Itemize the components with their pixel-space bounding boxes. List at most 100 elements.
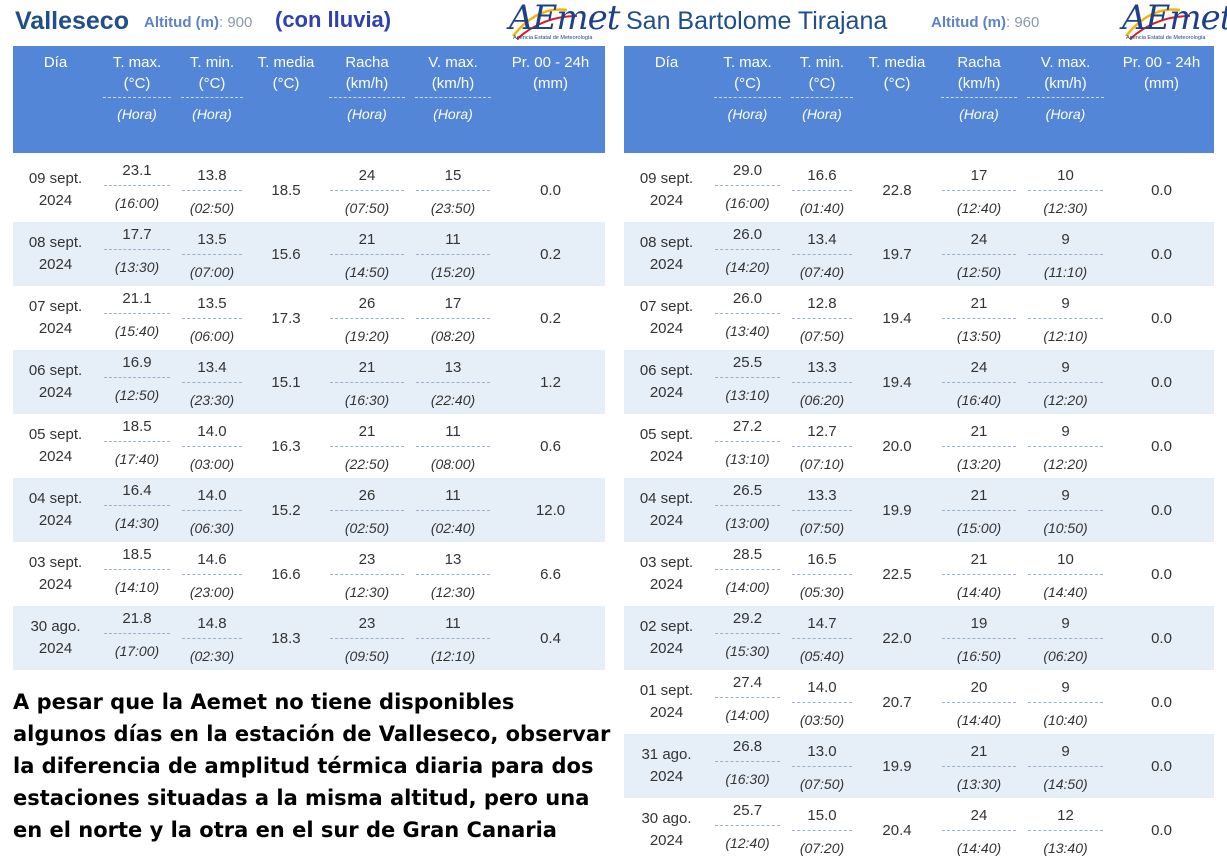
cell-racha: 24 (12:50) [936, 222, 1022, 286]
cell-tmax: 26.0 (14:20) [709, 222, 786, 286]
cell-racha: 17 (12:40) [936, 158, 1022, 222]
cell-pr: 1.2 [496, 350, 605, 414]
cell-dia: 06 sept. 2024 [624, 350, 709, 414]
cell-tmax: 27.2 (13:10) [709, 414, 786, 478]
cell-tmedia: 17.3 [248, 286, 324, 350]
cell-dia: 07 sept. 2024 [624, 286, 709, 350]
cell-pr: 0.0 [1109, 542, 1214, 606]
logo-subtitle: Agencia Estatal de Meteorología [1126, 35, 1206, 41]
cell-tmin: 13.5 (07:00) [176, 222, 248, 286]
cell-tmax: 26.0 (13:40) [709, 286, 786, 350]
cell-racha: 24 (14:40) [936, 798, 1022, 862]
cell-racha: 21 (15:00) [936, 478, 1022, 542]
cell-pr: 0.0 [1109, 478, 1214, 542]
aemet-logo: AEmet Agencia Estatal de Meteorología [1120, 0, 1227, 46]
cell-tmin: 13.8 (02:50) [176, 158, 248, 222]
header-racha: Racha (km/h) [324, 46, 410, 99]
cell-pr: 0.0 [1109, 158, 1214, 222]
cell-tmax: 21.1 (15:40) [98, 286, 176, 350]
cell-dia: 04 sept. 2024 [624, 478, 709, 542]
cell-racha: 21 (16:30) [324, 350, 410, 414]
table-row: 07 sept. 2024 26.0 (13:40) 12.8 (07:50) 19.4 21… [624, 286, 1214, 350]
table-row: 03 sept. 2024 18.5 (14:10) 14.6 (23:00) 16.6 23… [13, 542, 605, 606]
cell-vmax: 13 (22:40) [410, 350, 496, 414]
cell-dia: 31 ago. 2024 [624, 734, 709, 798]
cell-tmin: 14.0 (06:30) [176, 478, 248, 542]
cell-racha: 21 (14:40) [936, 542, 1022, 606]
cell-vmax: 9 (14:50) [1022, 734, 1109, 798]
cell-vmax: 11 (12:10) [410, 606, 496, 670]
cell-pr: 12.0 [496, 478, 605, 542]
san-bartolome-title-row: San Bartolome Tirajana Altitud (m): 960 … [624, 0, 1227, 46]
header-tmin: T. min. (°C) [786, 46, 858, 99]
cell-racha: 21 (13:20) [936, 414, 1022, 478]
header-racha: Racha (km/h) [936, 46, 1022, 99]
cell-tmax: 16.9 (12:50) [98, 350, 176, 414]
table-row: 04 sept. 2024 26.5 (13:00) 13.3 (07:50) 19.9 21… [624, 478, 1214, 542]
header-hora: (Hora) [709, 99, 786, 153]
table-row: 31 ago. 2024 26.8 (16:30) 13.0 (07:50) 19.9 21(… [624, 734, 1214, 798]
cell-tmedia: 20.0 [858, 414, 936, 478]
cell-racha: 24 (16:40) [936, 350, 1022, 414]
table-row: 30 ago. 2024 21.8 (17:00) 14.8 (02:30) 18.3 23(… [13, 606, 605, 670]
cell-vmax: 9 (11:10) [1022, 222, 1109, 286]
table-row: 05 sept. 2024 18.5 (17:40) 14.0 (03:00) 16.3 21… [13, 414, 605, 478]
cell-vmax: 9 (10:40) [1022, 670, 1109, 734]
aemet-logo: AEmet Agencia Estatal de Meteorología [507, 0, 620, 46]
header-dia: Día [13, 46, 98, 99]
cell-tmedia: 18.5 [248, 158, 324, 222]
cell-pr: 0.0 [1109, 670, 1214, 734]
cell-tmin: 16.6 (01:40) [786, 158, 858, 222]
table-row: 08 sept. 2024 26.0 (14:20) 13.4 (07:40) 19.7 24… [624, 222, 1214, 286]
cell-tmin: 14.7 (05:40) [786, 606, 858, 670]
altitud-label: Altitud (m) [144, 14, 219, 31]
cell-tmin: 14.0 (03:50) [786, 670, 858, 734]
cell-tmax: 17.7 (13:30) [98, 222, 176, 286]
cell-racha: 23 (09:50) [324, 606, 410, 670]
table-row: 09 sept. 2024 29.0 (16:00) 16.6 (01:40) 22.8 17… [624, 158, 1214, 222]
cell-vmax: 9 (10:50) [1022, 478, 1109, 542]
table-row: 01 sept. 2024 27.4 (14:00) 14.0 (03:50) 20.7 20… [624, 670, 1214, 734]
cell-tmin: 15.0 (07:20) [786, 798, 858, 862]
cell-dia: 05 sept. 2024 [13, 414, 98, 478]
cell-dia: 30 ago. 2024 [624, 798, 709, 862]
logo-subtitle: Agencia Estatal de Meteorología [513, 35, 593, 41]
cell-racha: 19 (16:50) [936, 606, 1022, 670]
cell-tmax: 26.5 (13:00) [709, 478, 786, 542]
cell-pr: 0.2 [496, 222, 605, 286]
altitud-value: : 900 [218, 14, 253, 31]
cell-racha: 21 (14:50) [324, 222, 410, 286]
logo-text: AEmet [509, 0, 620, 38]
station-name: San Bartolome Tirajana [626, 7, 888, 35]
cell-pr: 6.6 [496, 542, 605, 606]
table-row: 08 sept. 2024 17.7 (13:30) 13.5 (07:00) 15.6 21… [13, 222, 605, 286]
cell-pr: 0.6 [496, 414, 605, 478]
table-row: 05 sept. 2024 27.2 (13:10) 12.7 (07:10) 20.0 21… [624, 414, 1214, 478]
table-row: 09 sept. 2024 23.1 (16:00) 13.8 (02:50) 18.5 24… [13, 158, 605, 222]
cell-tmedia: 16.6 [248, 542, 324, 606]
header-tmedia: T. media (°C) [248, 46, 324, 99]
cell-tmin: 13.3 (07:50) [786, 478, 858, 542]
cell-tmin: 12.7 (07:10) [786, 414, 858, 478]
cell-dia: 06 sept. 2024 [13, 350, 98, 414]
header-vmax: V. max. (km/h) [1022, 46, 1109, 99]
cell-vmax: 10 (12:30) [1022, 158, 1109, 222]
cell-pr: 0.4 [496, 606, 605, 670]
cell-racha: 20 (14:40) [936, 670, 1022, 734]
cell-racha: 24 (07:50) [324, 158, 410, 222]
header-hora: (Hora) [324, 99, 410, 153]
table-row: 06 sept. 2024 16.9 (12:50) 13.4 (23:30) 15.1 21… [13, 350, 605, 414]
header-hora: (Hora) [176, 99, 248, 153]
cell-tmedia: 22.0 [858, 606, 936, 670]
cell-dia: 04 sept. 2024 [13, 478, 98, 542]
header-hora: (Hora) [936, 99, 1022, 153]
valleseco-panel: Valleseco Altitud (m): 900 (con lluvia) … [13, 0, 620, 670]
altitud-value: : 960 [1005, 14, 1040, 31]
cell-tmedia: 19.9 [858, 478, 936, 542]
station-name: Valleseco [15, 7, 129, 35]
cell-tmin: 14.8 (02:30) [176, 606, 248, 670]
cell-vmax: 9 (12:20) [1022, 414, 1109, 478]
header-tmedia: T. media (°C) [858, 46, 936, 99]
cell-tmedia: 19.4 [858, 286, 936, 350]
cell-tmin: 13.4 (23:30) [176, 350, 248, 414]
